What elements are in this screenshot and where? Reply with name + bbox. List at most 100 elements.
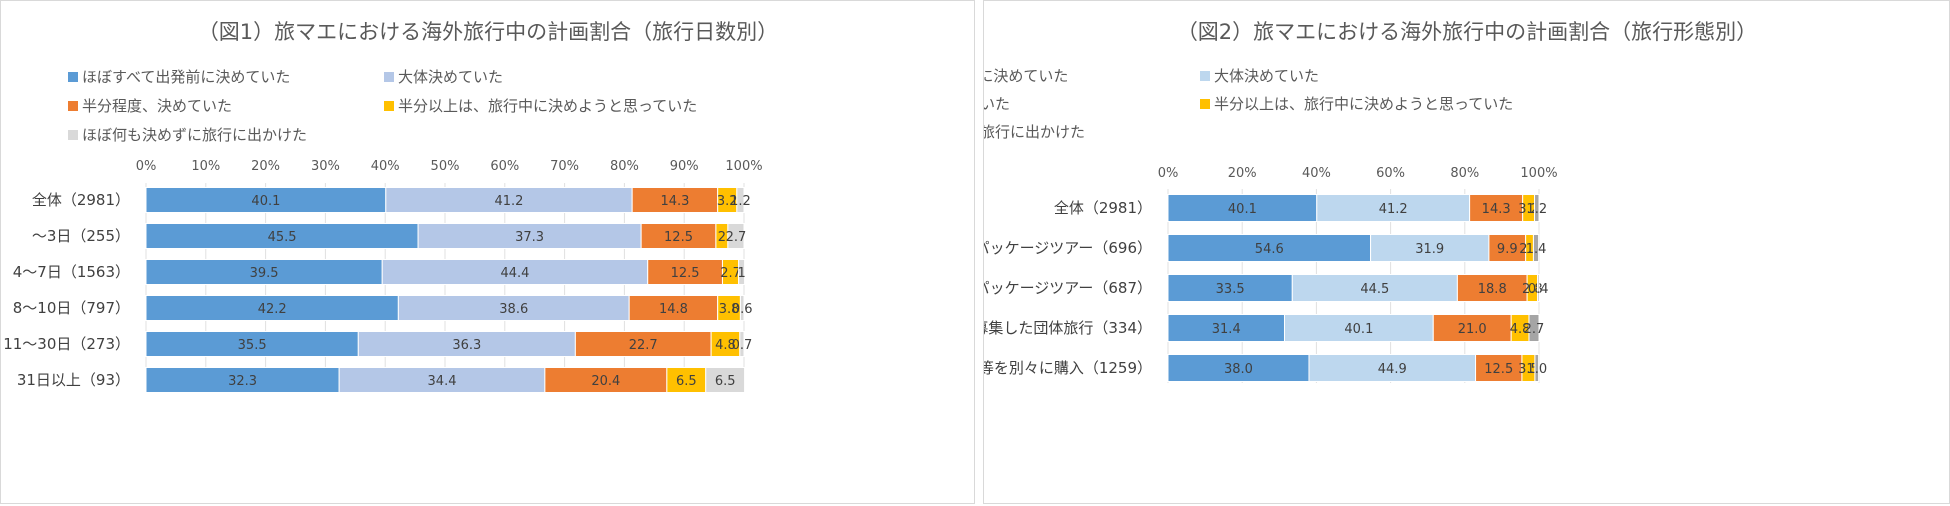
legend-entry-0: ほぼすべて出発前に決めていた — [984, 67, 1068, 85]
data-label: 1.4 — [1526, 242, 1547, 257]
legend-entry-4: ほぼ何も決めずに旅行に出かけた — [82, 126, 307, 144]
data-label: 32.3 — [228, 374, 257, 389]
bar-segment — [647, 259, 723, 285]
data-label: 1 — [737, 266, 745, 281]
legend-entry-3: 半分以上は、旅行中に決めようと思っていた — [1214, 95, 1513, 113]
bar-segment — [710, 331, 741, 357]
bar-segment — [640, 223, 717, 249]
chart-panel-type: （図2）旅マエにおける海外旅行中の計画割合（旅行形態別） ほぼすべて出発前に決めて… — [983, 0, 1950, 504]
legend-entry-1: 大体決めていた — [1214, 67, 1319, 85]
data-label: 34.4 — [428, 374, 457, 389]
bar-segment — [1316, 194, 1471, 222]
x-tick-label: 70% — [550, 159, 579, 174]
data-label: 3.2 — [717, 194, 738, 209]
data-label: 44.5 — [1360, 282, 1389, 297]
legend-entry-2: 半分程度、決めていた — [82, 97, 232, 115]
data-label: 37.3 — [515, 230, 544, 245]
x-tick-label: 80% — [610, 159, 639, 174]
bar-segment — [544, 367, 668, 393]
bar-segment — [1167, 234, 1372, 262]
chart-panel-days: （図1）旅マエにおける海外旅行中の計画割合（旅行日数別） ほぼすべて出発前に決めて… — [0, 0, 975, 504]
data-label: 12.5 — [671, 266, 700, 281]
data-label: 3.5 — [1518, 362, 1539, 377]
data-label: 41.2 — [1379, 202, 1408, 217]
x-tick-label: 60% — [490, 159, 519, 174]
bar-segment — [1167, 194, 1318, 222]
bar-segment — [1308, 354, 1477, 382]
data-label: 6.5 — [715, 374, 736, 389]
bar-segment — [1469, 194, 1524, 222]
data-label: 22.7 — [629, 338, 658, 353]
data-label: 18.8 — [1478, 282, 1507, 297]
data-label: 12.5 — [1484, 362, 1513, 377]
data-label: 9.9 — [1497, 242, 1518, 257]
data-label: 54.6 — [1255, 242, 1284, 257]
chart-title: （図2）旅マエにおける海外旅行中の計画割合（旅行形態別） — [1177, 20, 1757, 44]
data-label: 2.7 — [720, 266, 741, 281]
data-label: 33.5 — [1216, 282, 1245, 297]
bar-segment — [145, 259, 383, 285]
category-label: ホテル＋交通手段のみのパッケージツアー（687） — [984, 279, 1152, 297]
chart-type: （図2）旅マエにおける海外旅行中の計画割合（旅行形態別） ほぼすべて出発前に決めて… — [984, 20, 1757, 383]
legend-swatch-1 — [384, 72, 394, 82]
bar-segment — [739, 295, 745, 321]
data-label: 4.8 — [1510, 322, 1531, 337]
category-label: 31日以上（93） — [17, 371, 130, 389]
legend-swatch-4 — [68, 130, 78, 140]
data-label: 14.3 — [1482, 202, 1511, 217]
data-label: 40.1 — [1228, 202, 1257, 217]
legend-swatch-0 — [68, 72, 78, 82]
bar-segment — [1488, 234, 1527, 262]
data-label: 39.5 — [250, 266, 279, 281]
bar-segment — [738, 259, 746, 285]
data-label: 44.9 — [1378, 362, 1407, 377]
legend-entry-4: ほぼ何も決めずに旅行に出かけた — [984, 123, 1085, 141]
chart-title: （図1）旅マエにおける海外旅行中の計画割合（旅行日数別） — [198, 20, 778, 44]
bar-segment — [1291, 274, 1458, 302]
category-label: 全体（2981） — [32, 191, 130, 209]
bar-segment — [1537, 274, 1540, 302]
bar-segment — [145, 187, 387, 213]
data-label: 36.3 — [452, 338, 481, 353]
bar-segment — [574, 331, 712, 357]
bar-segment — [1370, 234, 1490, 262]
data-label: 2.7 — [1524, 322, 1545, 337]
data-label: 0.4 — [1528, 282, 1549, 297]
x-tick-label: 50% — [431, 159, 460, 174]
x-tick-label: 40% — [1302, 166, 1331, 181]
data-label: 2.7 — [726, 230, 747, 245]
x-tick-label: 30% — [311, 159, 340, 174]
bar-segment — [666, 367, 707, 393]
bar-segment — [1432, 314, 1512, 342]
bar-segment — [727, 223, 745, 249]
data-label: 1.2 — [1526, 202, 1547, 217]
bar-segment — [1534, 194, 1540, 222]
legend-entry-3: 半分以上は、旅行中に決めようと思っていた — [398, 97, 697, 115]
legend-entry-0: ほぼすべて出発前に決めていた — [82, 68, 290, 86]
bar-segment — [1167, 314, 1285, 342]
legend-entry-2: 半分程度、決めていた — [984, 95, 1010, 113]
data-label: 2 — [718, 230, 726, 245]
category-label: 地域や職場、学校などが募集した団体旅行（334） — [984, 319, 1152, 337]
data-label: 40.1 — [251, 194, 280, 209]
bar-segment — [1167, 354, 1310, 382]
data-label: 45.5 — [268, 230, 297, 245]
data-label: 14.8 — [659, 302, 688, 317]
legend-swatch-1 — [1200, 71, 1210, 81]
x-tick-label: 20% — [1228, 166, 1257, 181]
data-label: 40.1 — [1344, 322, 1373, 337]
legend-swatch-3 — [1200, 99, 1210, 109]
legend-swatch-2 — [68, 101, 78, 111]
bar-segment — [145, 367, 340, 393]
bar-segment — [145, 223, 419, 249]
legend-entry-1: 大体決めていた — [398, 68, 503, 86]
data-label: 21.0 — [1458, 322, 1487, 337]
x-tick-label: 100% — [725, 159, 762, 174]
data-label: 41.2 — [495, 194, 524, 209]
category-label: 4〜7日（1563） — [13, 263, 130, 281]
legend-swatch-3 — [384, 101, 394, 111]
bar-segment — [385, 187, 633, 213]
x-tick-label: 80% — [1450, 166, 1479, 181]
x-tick-label: 60% — [1376, 166, 1405, 181]
data-label: 14.3 — [660, 194, 689, 209]
